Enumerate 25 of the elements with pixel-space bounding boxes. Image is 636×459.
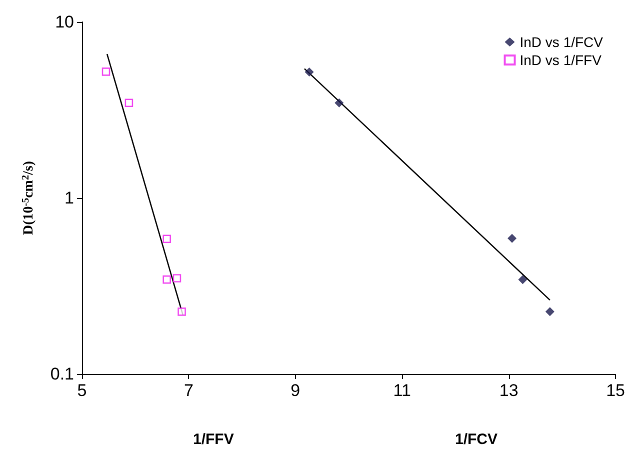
x-tick-label: 9 <box>290 381 300 400</box>
y-axis-title: D(10-5cm2/s) <box>20 160 36 235</box>
point <box>518 275 528 284</box>
y-tick-label: 0.1 <box>50 364 74 384</box>
point <box>304 67 314 76</box>
legend-label: InD vs 1/FFV <box>520 52 602 68</box>
y-tick-label: 1 <box>64 188 74 208</box>
point <box>124 98 134 108</box>
point <box>178 308 186 316</box>
y-tick-label: 10 <box>55 12 74 32</box>
point <box>102 68 110 76</box>
point <box>172 274 182 282</box>
x-tick-label: 5 <box>77 381 87 400</box>
point <box>162 234 171 243</box>
point <box>162 275 171 284</box>
x-tick-label: 15 <box>606 381 626 400</box>
x-tick-label: 11 <box>393 381 411 400</box>
text: 1/FCV <box>455 431 498 448</box>
point <box>334 98 344 108</box>
x-tick-label: 13 <box>499 381 518 400</box>
point <box>545 307 554 316</box>
x-tick-label: 7 <box>184 381 194 400</box>
point <box>508 234 517 243</box>
legend-label: InD vs 1/FCV <box>520 34 604 50</box>
x-axis-title: 1/FFV <box>193 431 234 448</box>
